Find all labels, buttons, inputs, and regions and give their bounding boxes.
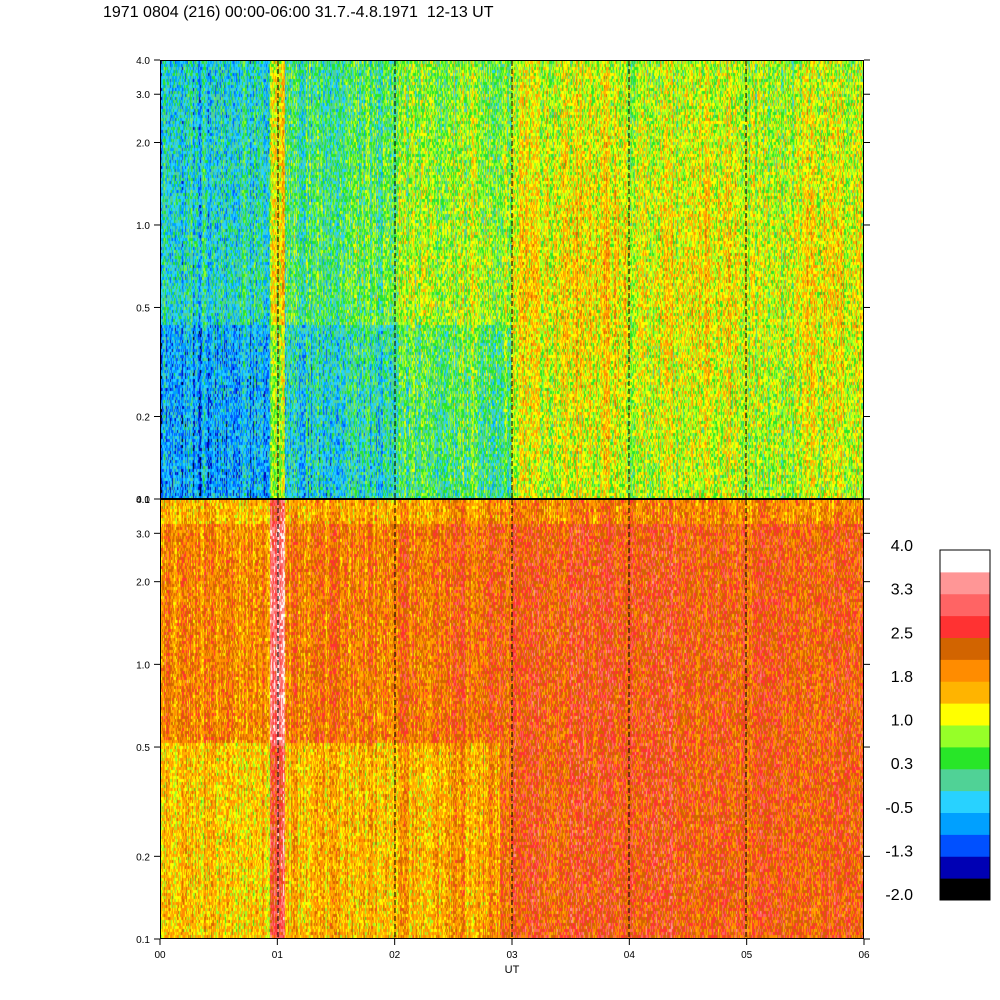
hour-markers-bottom [277, 500, 747, 938]
y-tick-label: 0.5 [136, 303, 150, 314]
y-tick-label: 2.0 [136, 578, 150, 589]
x-tick-label: 02 [389, 950, 401, 961]
colorbar-swatch [940, 659, 990, 682]
x-tick-label: 00 [154, 950, 166, 961]
colorbar-swatch [940, 725, 990, 748]
colorbar-swatch [940, 681, 990, 704]
colorbar-label: 1.0 [891, 713, 913, 730]
hour-markers-top [277, 61, 747, 498]
y-tick-label: 0.1 [136, 935, 150, 946]
y-tick-label: 3.0 [136, 90, 150, 101]
colorbar-label: 3.3 [891, 582, 913, 599]
colorbar-label: 1.8 [891, 669, 913, 686]
colorbar-swatch [940, 746, 990, 770]
y-tick-label: 0.1 [136, 495, 150, 506]
y-tick-label: 4.0 [136, 56, 150, 67]
y-tick-label: 0.2 [136, 413, 150, 424]
y-axis-top: 0.1 0.2 0.5 1.0 2.0 3.0 4.0 [136, 56, 870, 506]
page-title: 1971 0804 (216) 00:00-06:00 31.7.-4.8.19… [103, 4, 494, 21]
y-tick-label: 1.0 [136, 221, 150, 232]
colorbar-swatch [940, 856, 990, 879]
spectrogram-panel-bottom [160, 499, 864, 939]
x-tick-label: 04 [624, 950, 636, 961]
colorbar-label: 0.3 [891, 756, 913, 773]
colorbar-swatch [940, 571, 990, 595]
y-tick-label: 4.0 [136, 495, 150, 506]
y-axis-bottom: 0.1 0.2 0.5 1.0 2.0 3.0 4.0 [136, 495, 870, 946]
colorbar-swatch [940, 703, 990, 726]
y-tick-label: 0.2 [136, 852, 150, 863]
spectrogram-panel-top [160, 60, 864, 499]
y-tick-label: 2.0 [136, 138, 150, 149]
x-axis-title: UT [505, 964, 520, 976]
colorbar-swatch [940, 615, 990, 638]
colorbar-swatch [940, 768, 990, 792]
x-tick-label: 03 [506, 950, 518, 961]
colorbar-swatch [940, 790, 990, 813]
x-axis: 00 01 02 03 04 05 06 [154, 939, 870, 961]
colorbar-label: 4.0 [891, 538, 913, 555]
y-tick-label: 1.0 [136, 660, 150, 671]
colorbar-swatch [940, 593, 990, 617]
colorbar: 4.0 3.3 2.5 1.8 1.0 0.3 -0.5 -1.3 -2.0 [885, 538, 991, 904]
colorbar-swatch [940, 834, 990, 857]
x-tick-label: 06 [858, 950, 870, 961]
y-tick-label: 3.0 [136, 529, 150, 540]
y-tick-label: 0.5 [136, 743, 150, 754]
colorbar-label: -0.5 [885, 800, 913, 817]
colorbar-label: -2.0 [885, 887, 913, 904]
colorbar-label: 2.5 [891, 625, 913, 642]
colorbar-swatch [940, 878, 990, 901]
colorbar-swatch [940, 812, 990, 835]
x-tick-label: 01 [272, 950, 284, 961]
colorbar-label: -1.3 [885, 843, 913, 860]
colorbar-swatch [940, 550, 990, 573]
x-tick-label: 05 [741, 950, 753, 961]
colorbar-swatch [940, 637, 990, 660]
colorbar-border [939, 549, 991, 901]
